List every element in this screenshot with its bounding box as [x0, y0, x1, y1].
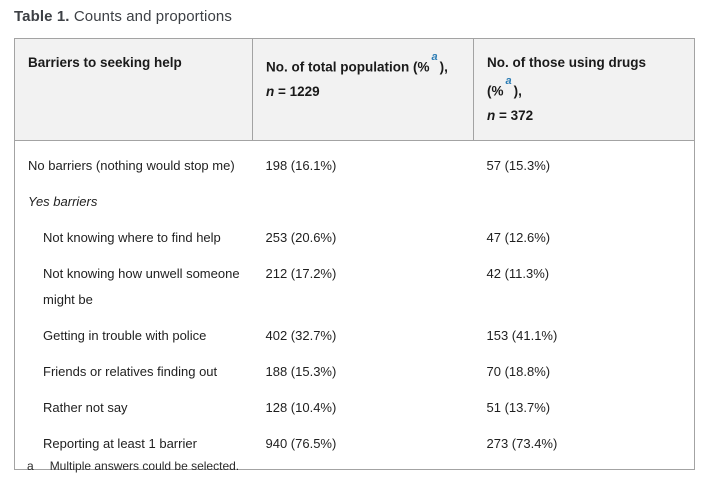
col-header-drugs-label: No. of those using drugs (%	[487, 55, 646, 99]
n-total-value: = 1229	[274, 83, 320, 99]
table-row: Yes barriers	[14, 183, 695, 220]
row-label: Not knowing how unwell someone might be	[14, 255, 253, 318]
row-label: No barriers (nothing would stop me)	[14, 140, 253, 184]
col-header-total-population: No. of total population (%a), n = 1229	[252, 38, 474, 141]
row-drugs-value: 42 (11.3%)	[473, 255, 695, 318]
col-header-drug-users: No. of those using drugs (%a), n = 372	[473, 38, 695, 141]
row-label: Reporting at least 1 barrier	[14, 425, 253, 470]
table-title-number: Table 1.	[14, 8, 70, 25]
table-title-text: Counts and proportions	[69, 8, 232, 25]
table-row: No barriers (nothing would stop me) 198 …	[14, 140, 695, 184]
row-total-value: 253 (20.6%)	[265, 229, 337, 245]
footnote-marker-superscript: a	[431, 51, 438, 63]
table-row: Reporting at least 1 barrier 940 (76.5%)…	[14, 425, 695, 470]
row-drugs-value: 273 (73.4%)	[473, 425, 695, 470]
row-total-value: 188 (15.3%)	[265, 363, 337, 379]
row-label: Not knowing where to find help	[14, 219, 253, 256]
n-symbol: n	[266, 83, 275, 99]
row-label: Yes barriers	[14, 183, 253, 220]
table-header-row: Barriers to seeking help No. of total po…	[14, 38, 695, 141]
row-total-value: 402 (32.7%)	[265, 327, 337, 343]
footnote-marker-superscript: a	[505, 75, 512, 87]
table-row: Not knowing how unwell someone might be …	[14, 255, 695, 318]
row-drugs-value: 70 (18.8%)	[473, 353, 695, 390]
row-drugs-value	[473, 183, 695, 220]
table-title: Table 1. Counts and proportions	[14, 8, 232, 25]
row-label: Getting in trouble with police	[14, 317, 253, 354]
n-drugs-value: = 372	[495, 107, 534, 123]
row-total-value	[253, 184, 474, 220]
n-symbol: n	[487, 107, 496, 123]
col-header-barriers: Barriers to seeking help	[14, 38, 253, 141]
table-row: Getting in trouble with police 402 (32.7…	[14, 317, 695, 354]
row-total-value: 212 (17.2%)	[265, 265, 337, 281]
row-drugs-value: 47 (12.6%)	[473, 219, 695, 256]
row-drugs-value: 57 (15.3%)	[473, 140, 695, 184]
row-total-value: 940 (76.5%)	[252, 425, 474, 470]
footnote-marker: a	[27, 459, 34, 473]
row-label: Friends or relatives finding out	[14, 353, 253, 390]
table-footnote: a Multiple answers could be selected.	[27, 459, 239, 473]
row-total-value: 198 (16.1%)	[265, 157, 337, 173]
col-header-barriers-label: Barriers to seeking help	[28, 55, 182, 70]
row-label: Rather not say	[14, 389, 253, 426]
row-drugs-value: 51 (13.7%)	[473, 389, 695, 426]
table-row: Rather not say 128 (10.4%) 51 (13.7%)	[14, 389, 695, 426]
table-row: Friends or relatives finding out 188 (15…	[14, 353, 695, 390]
footnote-text: Multiple answers could be selected.	[49, 459, 240, 473]
row-drugs-value: 153 (41.1%)	[473, 317, 695, 354]
row-total-value: 128 (10.4%)	[265, 399, 337, 415]
table-row: Not knowing where to find help 253 (20.6…	[14, 219, 695, 256]
counts-proportions-table: Barriers to seeking help No. of total po…	[14, 38, 695, 470]
col-header-total-label: No. of total population (%	[266, 59, 430, 75]
